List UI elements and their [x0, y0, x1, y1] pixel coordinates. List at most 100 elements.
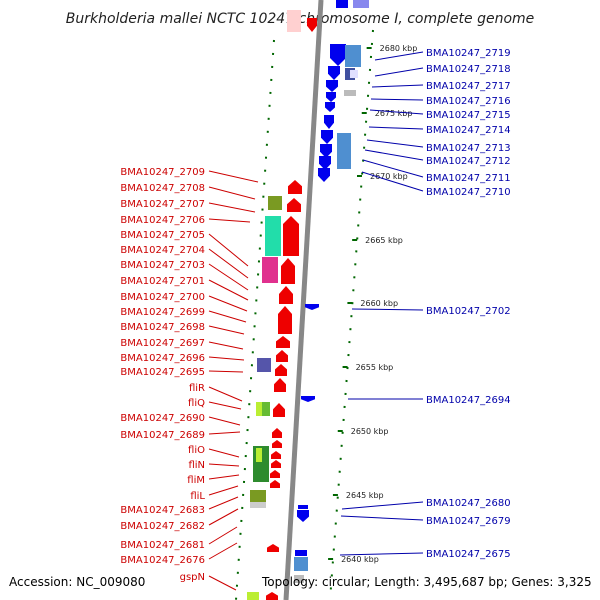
leader-line	[208, 431, 241, 435]
leader-line	[208, 248, 249, 279]
leader-line	[208, 575, 237, 591]
leader-line	[208, 218, 251, 223]
feature-block	[256, 448, 262, 462]
leader-line	[339, 552, 424, 556]
leader-line	[208, 485, 239, 496]
feature-block	[350, 70, 358, 78]
leader-line	[208, 263, 249, 291]
leader-line	[208, 474, 240, 480]
leader-line	[361, 171, 424, 192]
gene-label: BMA10247_2702	[426, 306, 511, 317]
leader-line	[366, 139, 424, 148]
tick-label: 2660 kbp	[360, 299, 398, 308]
leader-line	[208, 526, 238, 545]
forward-gene-arrow	[305, 304, 319, 310]
leader-line	[208, 496, 239, 510]
feature-block	[294, 575, 304, 583]
leader-line	[208, 186, 256, 200]
tick-label: 2670 kbp	[370, 172, 408, 181]
feature-block	[257, 358, 271, 372]
gene-label: BMA10247_2711	[426, 173, 511, 184]
gene-label: BMA10247_2719	[426, 48, 511, 59]
gene-label: BMA10247_2715	[426, 110, 511, 121]
leader-line	[208, 463, 240, 467]
forward-gene-arrow	[321, 130, 333, 144]
gene-label: BMA10247_2716	[426, 96, 511, 107]
gene-label: fliO	[188, 445, 205, 456]
gene-label: fliM	[187, 475, 205, 486]
leader-line	[208, 356, 245, 361]
kbp-ticks: 2680 kbp 2675 kbp 2670 kbp 2665 kbp 2660 kbp…	[328, 44, 417, 564]
tick-label: 2665 kbp	[365, 236, 403, 245]
gene-label: BMA10247_2718	[426, 64, 511, 75]
leader-line	[208, 386, 243, 402]
gene-label: BMA10247_2701	[120, 276, 205, 287]
forward-strand-labels: BMA10247_2719 BMA10247_2718 BMA10247_2717 B…	[426, 48, 511, 560]
leader-line	[208, 325, 245, 335]
reverse-strand-labels: BMA10247_2709 BMA10247_2708 BMA10247_2707 B…	[120, 167, 205, 583]
feature-block	[298, 505, 308, 509]
gene-label: BMA10247_2682	[120, 521, 205, 532]
leader-line	[341, 501, 424, 510]
leader-line	[208, 310, 247, 323]
gene-label: BMA10247_2700	[120, 292, 205, 303]
reverse-gene-arrow	[271, 460, 281, 468]
gene-label: BMA10247_2679	[426, 516, 511, 527]
reverse-gene-arrow	[271, 451, 281, 459]
feature-block	[336, 0, 348, 8]
gene-label: BMA10247_2681	[120, 540, 205, 551]
gene-label: BMA10247_2698	[120, 322, 205, 333]
tick-label: 2680 kbp	[380, 44, 418, 53]
feature-block	[265, 216, 281, 256]
topology-text: Topology: circular; Length: 3,495,687 bp…	[262, 575, 592, 589]
leader-line	[374, 67, 424, 77]
leader-line	[208, 542, 238, 560]
leader-line	[364, 149, 424, 161]
leader-line	[362, 159, 424, 178]
leader-line	[369, 109, 424, 115]
reverse-gene-arrow	[274, 378, 286, 392]
forward-gene-arrow	[319, 156, 331, 170]
gene-label: BMA10247_2714	[426, 125, 511, 136]
reverse-gene-arrow	[273, 403, 285, 417]
forward-gene-arrow	[326, 80, 338, 92]
feature-block	[353, 0, 369, 8]
gene-label: fliL	[190, 491, 205, 502]
reverse-gene-arrow	[281, 258, 295, 284]
leader-line	[208, 170, 259, 183]
tick-label: 2645 kbp	[346, 491, 384, 500]
gene-label: BMA10247_2676	[120, 555, 205, 566]
feature-block	[262, 257, 278, 283]
gene-label: BMA10247_2717	[426, 81, 511, 92]
leader-line	[371, 84, 424, 88]
gene-label: BMA10247_2695	[120, 367, 205, 378]
gene-label: BMA10247_2697	[120, 338, 205, 349]
gene-label: BMA10247_2704	[120, 245, 205, 256]
forward-gene-arrow	[325, 102, 335, 112]
gene-label: BMA10247_2694	[426, 395, 511, 406]
genome-backbone	[283, 0, 324, 600]
gene-label: BMA10247_2708	[120, 183, 205, 194]
gene-label: fliR	[189, 383, 205, 394]
gene-label: BMA10247_2713	[426, 143, 511, 154]
gene-label: BMA10247_2709	[120, 167, 205, 178]
leader-line	[208, 295, 248, 312]
reverse-gene-arrow	[276, 350, 288, 362]
leader-line	[208, 401, 242, 410]
forward-gene-arrow	[320, 144, 332, 158]
gene-label: BMA10247_2689	[120, 430, 205, 441]
forward-gene-arrow	[328, 66, 340, 80]
forward-gene-arrow	[307, 18, 317, 32]
leader-line	[370, 98, 424, 101]
gene-label: BMA10247_2710	[426, 187, 511, 198]
leader-line	[208, 279, 249, 301]
leader-line	[208, 202, 256, 213]
leader-line	[208, 370, 244, 373]
outer-tick-ring	[329, 29, 374, 600]
forward-gene-arrow	[297, 510, 309, 522]
feature-track	[247, 0, 369, 600]
gene-label: BMA10247_2712	[426, 156, 511, 167]
feature-block	[247, 592, 259, 600]
reverse-gene-arrow	[283, 216, 299, 256]
